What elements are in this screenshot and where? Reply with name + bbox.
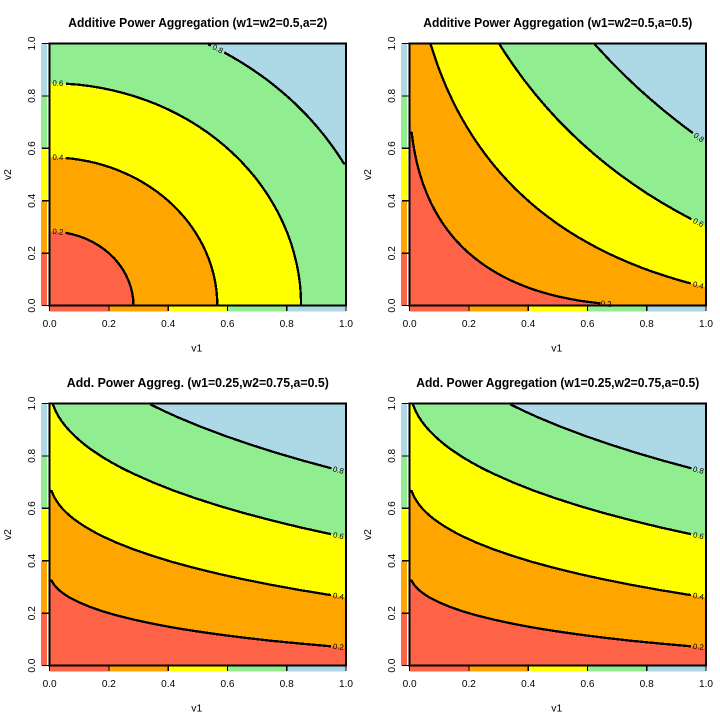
svg-text:0.8: 0.8	[280, 679, 294, 690]
svg-text:0.0: 0.0	[43, 319, 57, 330]
svg-text:0.6: 0.6	[332, 530, 344, 541]
svg-text:0.4: 0.4	[387, 193, 398, 207]
svg-text:1.0: 1.0	[387, 396, 398, 410]
svg-text:0.6: 0.6	[220, 679, 234, 690]
svg-text:0.6: 0.6	[387, 501, 398, 515]
svg-text:v1: v1	[191, 703, 202, 714]
svg-text:0.6: 0.6	[580, 319, 594, 330]
svg-text:1.0: 1.0	[339, 319, 353, 330]
svg-text:v2: v2	[3, 529, 14, 540]
svg-text:0.8: 0.8	[640, 679, 654, 690]
svg-text:0.8: 0.8	[27, 89, 38, 103]
svg-text:0.6: 0.6	[580, 679, 594, 690]
svg-text:v2: v2	[363, 529, 374, 540]
svg-text:0.6: 0.6	[27, 141, 38, 155]
svg-text:v1: v1	[191, 343, 202, 354]
svg-text:0.8: 0.8	[211, 43, 225, 56]
svg-text:0.6: 0.6	[387, 141, 398, 155]
svg-text:0.2: 0.2	[693, 642, 705, 652]
svg-text:0.8: 0.8	[332, 465, 345, 476]
svg-text:1.0: 1.0	[699, 679, 713, 690]
svg-text:0.2: 0.2	[27, 606, 38, 620]
svg-text:1.0: 1.0	[27, 396, 38, 410]
svg-text:0.0: 0.0	[43, 679, 57, 690]
svg-text:1.0: 1.0	[387, 36, 398, 50]
svg-text:0.4: 0.4	[52, 153, 64, 163]
svg-text:0.2: 0.2	[387, 606, 398, 620]
svg-text:0.4: 0.4	[692, 280, 705, 292]
svg-text:Additive Power Aggregation (w1: Additive Power Aggregation (w1=w2=0.5,a=…	[423, 15, 692, 30]
svg-text:0.8: 0.8	[387, 449, 398, 463]
svg-text:1.0: 1.0	[699, 319, 713, 330]
svg-text:0.2: 0.2	[387, 246, 398, 260]
svg-text:0.4: 0.4	[521, 679, 535, 690]
svg-text:0.4: 0.4	[161, 319, 175, 330]
svg-text:1.0: 1.0	[27, 36, 38, 50]
svg-text:0.6: 0.6	[52, 79, 63, 88]
svg-text:0.8: 0.8	[27, 449, 38, 463]
svg-text:1.0: 1.0	[339, 679, 353, 690]
svg-text:0.4: 0.4	[521, 319, 535, 330]
svg-text:Add. Power Aggregation (w1=0.2: Add. Power Aggregation (w1=0.25,w2=0.75,…	[416, 375, 699, 390]
svg-text:0.8: 0.8	[387, 89, 398, 103]
svg-text:Additive Power Aggregation (w1: Additive Power Aggregation (w1=w2=0.5,a=…	[68, 15, 327, 30]
svg-text:0.2: 0.2	[333, 642, 345, 652]
svg-text:0.2: 0.2	[27, 246, 38, 260]
svg-text:0.6: 0.6	[692, 530, 704, 541]
svg-text:v1: v1	[551, 343, 562, 354]
svg-text:0.0: 0.0	[387, 658, 398, 672]
svg-text:0.4: 0.4	[27, 553, 38, 567]
svg-text:0.6: 0.6	[27, 501, 38, 515]
svg-text:0.2: 0.2	[102, 679, 116, 690]
svg-text:0.0: 0.0	[27, 658, 38, 672]
svg-text:v1: v1	[551, 703, 562, 714]
svg-text:0.0: 0.0	[387, 298, 398, 312]
svg-text:v2: v2	[3, 169, 14, 180]
svg-text:0.2: 0.2	[102, 319, 116, 330]
svg-text:0.0: 0.0	[403, 319, 417, 330]
svg-text:0.0: 0.0	[403, 679, 417, 690]
svg-text:Add. Power Aggreg. (w1=0.25,w2: Add. Power Aggreg. (w1=0.25,w2=0.75,a=0.…	[67, 375, 329, 390]
svg-text:0.8: 0.8	[280, 319, 294, 330]
svg-text:0.2: 0.2	[52, 227, 64, 237]
svg-text:0.4: 0.4	[27, 193, 38, 207]
svg-text:0.4: 0.4	[387, 553, 398, 567]
svg-text:0.2: 0.2	[600, 299, 612, 309]
svg-text:0.2: 0.2	[462, 319, 476, 330]
svg-text:0.2: 0.2	[462, 679, 476, 690]
svg-text:0.4: 0.4	[692, 591, 705, 602]
svg-text:0.0: 0.0	[27, 298, 38, 312]
svg-text:0.6: 0.6	[691, 216, 705, 229]
svg-text:v2: v2	[363, 169, 374, 180]
svg-text:0.4: 0.4	[161, 679, 175, 690]
svg-text:0.8: 0.8	[640, 319, 654, 330]
svg-text:0.6: 0.6	[220, 319, 234, 330]
svg-text:0.8: 0.8	[692, 465, 705, 476]
svg-text:0.4: 0.4	[332, 591, 345, 602]
